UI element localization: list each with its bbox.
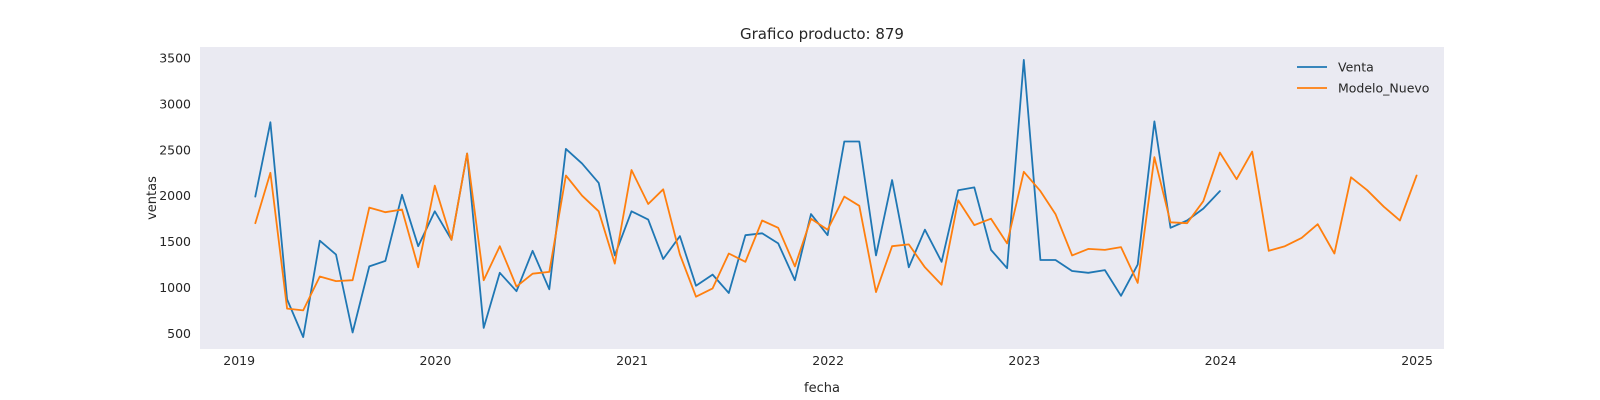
y-tick-label: 2000 — [159, 188, 191, 203]
y-tick-label: 500 — [167, 326, 191, 341]
x-tick-label: 2020 — [419, 353, 451, 368]
legend: Venta Modelo_Nuevo — [1297, 60, 1429, 96]
y-tick-label: 3000 — [159, 96, 191, 111]
chart-title: Grafico producto: 879 — [740, 25, 904, 43]
legend-label: Venta — [1338, 60, 1374, 75]
x-tick-labels: 2019 2020 2021 2022 2023 2024 2025 — [223, 353, 1433, 368]
x-tick-label: 2019 — [223, 353, 255, 368]
series-line-venta — [254, 59, 1221, 339]
x-tick-label: 2021 — [616, 353, 648, 368]
x-tick-label: 2023 — [1008, 353, 1040, 368]
y-tick-label: 3500 — [159, 51, 191, 66]
x-tick-label: 2025 — [1401, 353, 1433, 368]
y-tick-labels: 500 1000 1500 2000 2500 3000 3500 — [159, 51, 191, 341]
y-axis-label: ventas — [145, 176, 160, 220]
legend-label: Modelo_Nuevo — [1338, 81, 1429, 96]
plot-background — [200, 47, 1444, 349]
x-tick-label: 2024 — [1205, 353, 1237, 368]
x-axis-label: fecha — [804, 381, 840, 396]
y-tick-label: 1000 — [159, 280, 191, 295]
series-line-modelo-nuevo — [254, 150, 1418, 312]
y-tick-label: 2500 — [159, 142, 191, 157]
series-lines — [254, 59, 1418, 339]
x-tick-label: 2022 — [812, 353, 844, 368]
y-tick-label: 1500 — [159, 234, 191, 249]
